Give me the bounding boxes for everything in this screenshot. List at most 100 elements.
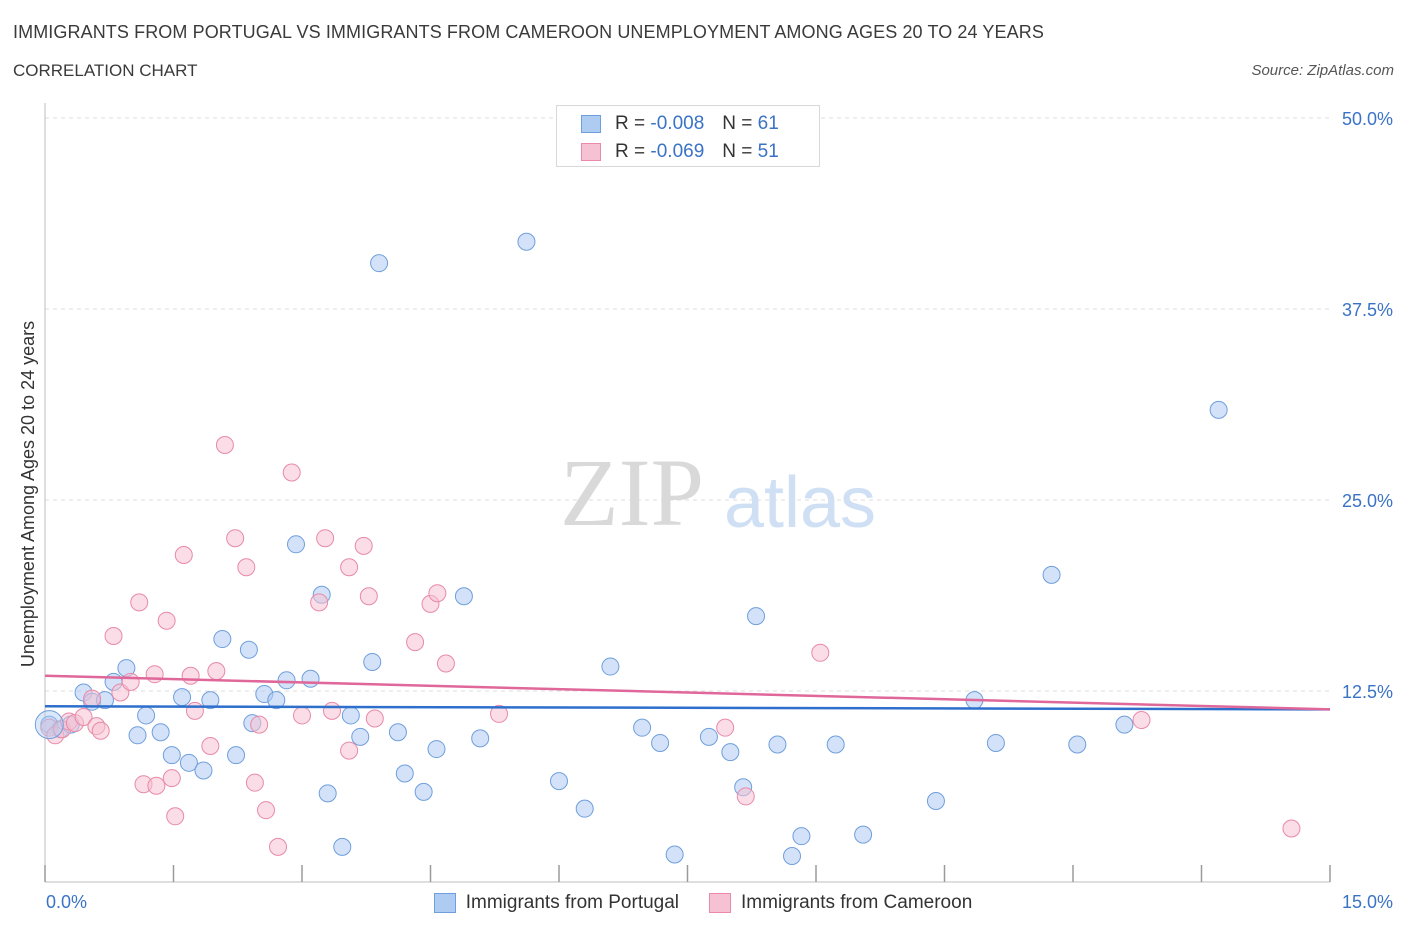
point-portugal [699,727,718,746]
point-portugal [783,847,802,866]
point-portugal [575,799,594,818]
point-portugal [388,723,407,742]
point-cameroon [257,801,276,820]
point-cameroon [174,546,193,565]
point-cameroon [340,558,359,577]
point-portugal [414,782,433,801]
watermark-atlas: atlas [724,463,876,543]
point-portugal [601,657,620,676]
legend-n-label: N = [722,141,753,162]
point-portugal [986,733,1005,752]
point-portugal [277,671,296,690]
axes [44,103,1331,883]
point-cameroon [365,709,384,728]
y-axis-label: Unemployment Among Ages 20 to 24 years [18,321,38,667]
point-portugal [1042,565,1061,584]
point-cameroon [181,666,200,685]
point-portugal [826,735,845,754]
point-cameroon [490,704,509,723]
point-cameroon [406,633,425,652]
point-cameroon [811,643,830,662]
legend-r-label: R = [615,141,646,162]
point-portugal [201,691,220,710]
trend-line-portugal [44,705,1331,711]
trend-line-cameroon [44,674,1331,711]
point-portugal [768,735,787,754]
grid-lines [45,117,1330,692]
y-tick-label: 37.5% [1342,300,1393,320]
point-cameroon [250,715,269,734]
point-portugal [651,733,670,752]
point-portugal [665,845,684,864]
point-portugal [926,792,945,811]
point-cameroon [201,737,220,756]
legend-n-value: 61 [757,113,779,134]
y-tick-label: 12.5% [1342,682,1393,702]
point-cameroon [185,701,204,720]
point-portugal [333,837,352,856]
point-portugal [351,727,370,746]
point-cameroon [1132,711,1151,730]
point-cameroon [322,701,341,720]
legend-swatch-cameroon [709,893,732,913]
point-portugal [550,772,568,791]
point-cameroon [74,707,93,726]
legend-row-cameroon: R = -0.069 N = 51 [581,139,779,165]
data-points [34,232,1301,866]
point-portugal [633,718,652,737]
point-cameroon [736,787,755,806]
point-portugal [287,535,306,554]
point-portugal [179,753,198,772]
legend-n-value: 51 [757,141,779,162]
point-cameroon [104,626,123,645]
point-cameroon [245,773,264,792]
legend-label-portugal: Immigrants from Portugal [465,892,680,913]
y-tick-label: 50.0% [1342,109,1393,129]
point-portugal [239,640,258,659]
point-portugal [370,254,389,273]
point-cameroon [354,536,373,555]
legend-swatch-portugal [433,893,456,913]
point-cameroon [215,435,234,454]
chart-title: IMMIGRANTS FROM PORTUGAL VS IMMIGRANTS F… [13,22,1044,42]
point-cameroon [340,741,359,760]
point-portugal [363,652,382,671]
legend-swatch-portugal [581,115,601,133]
point-portugal [747,607,766,626]
watermark-zip: ZIP [560,439,704,546]
point-cameroon [130,593,149,612]
legend-label-cameroon: Immigrants from Cameroon [741,892,973,913]
point-cameroon [83,689,102,708]
legend-swatch-cameroon [581,143,601,161]
legend-r-value: -0.008 [650,113,705,134]
point-portugal [471,729,490,748]
point-cameroon [147,776,166,795]
point-portugal [301,669,320,688]
point-portugal [162,746,181,765]
point-portugal [454,587,473,606]
point-cameroon [237,558,256,577]
point-cameroon [428,584,447,603]
point-cluster-portugal [34,710,64,740]
point-cameroon [207,662,226,681]
point-portugal [854,825,873,844]
x-tick-label-min: 0.0% [46,892,87,912]
point-portugal [721,743,740,762]
point-portugal [128,726,147,745]
point-portugal [427,740,446,759]
point-portugal [137,706,156,725]
point-portugal [1209,400,1228,419]
point-portugal [395,764,414,783]
point-cameroon [157,611,176,630]
point-portugal [173,688,192,707]
point-cameroon [310,593,329,612]
point-portugal [213,630,232,649]
point-cameroon [359,587,378,606]
point-portugal [151,723,170,742]
point-portugal [792,827,811,846]
point-portugal [1068,735,1087,754]
point-portugal [194,761,213,780]
point-cameroon [436,654,455,673]
point-cameroon [162,769,181,788]
point-portugal [267,691,286,710]
